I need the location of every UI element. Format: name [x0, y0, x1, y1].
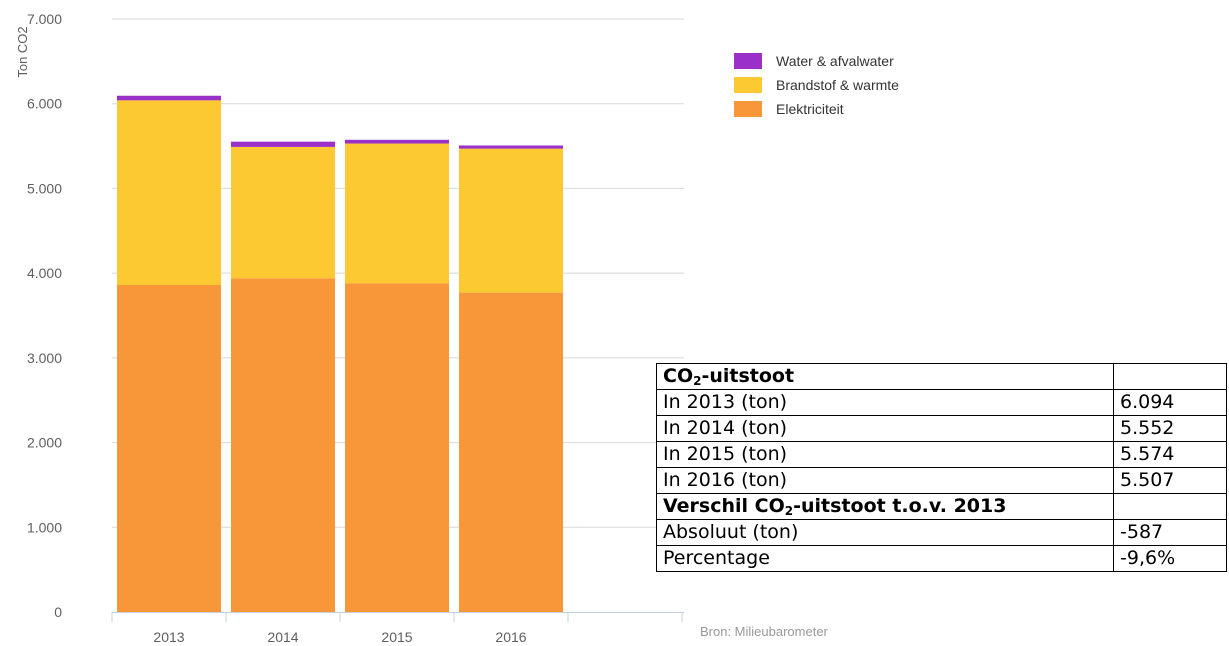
legend-label: Brandstof & warmte: [776, 77, 899, 93]
y-tick-label: 6.000: [27, 96, 62, 112]
co2-summary-table: CO2-uitstoot In 2013 (ton) 6.094 In 2014…: [656, 363, 1227, 572]
source-footnote: Bron: Milieubarometer: [700, 624, 829, 639]
legend-swatch: [734, 53, 762, 69]
bar-segment: [345, 139, 449, 144]
table-header-co2: CO2-uitstoot: [656, 363, 1114, 390]
y-tick-label: 7.000: [27, 11, 62, 27]
table-row: In 2014 (ton) 5.552: [656, 415, 1227, 442]
bar-segment: [231, 146, 335, 279]
legend-swatch: [734, 77, 762, 93]
table-row: In 2013 (ton) 6.094: [656, 389, 1227, 416]
bar-segment: [345, 143, 449, 284]
table-header-row: CO2-uitstoot: [656, 363, 1227, 390]
y-axis: 0 1.000 2.000 3.000 4.000 5.000 6.000 7.000: [27, 11, 62, 620]
bar-segment: [117, 285, 221, 612]
y-axis-title: Ton CO2: [15, 26, 30, 77]
y-tick-label: 1.000: [27, 519, 62, 535]
x-tick-label: 2014: [267, 629, 298, 645]
legend: Water & afvalwater Brandstof & warmte Elek…: [734, 53, 899, 117]
bar-segment: [231, 278, 335, 612]
table-row: Absoluut (ton) -587: [656, 519, 1227, 546]
y-tick-label: 0: [54, 604, 62, 620]
legend-label: Elektriciteit: [776, 101, 844, 117]
table-row: In 2015 (ton) 5.574: [656, 441, 1227, 468]
table-header-difference: Verschil CO2-uitstoot t.o.v. 2013: [656, 493, 1114, 520]
table-header-row: Verschil CO2-uitstoot t.o.v. 2013: [656, 493, 1227, 520]
bar-segment: [117, 100, 221, 286]
table-row: In 2016 (ton) 5.507: [656, 467, 1227, 494]
legend-label: Water & afvalwater: [776, 53, 894, 69]
x-tick-label: 2015: [381, 629, 412, 645]
bar-segment: [117, 95, 221, 101]
x-axis: 2013 2014 2015 2016: [111, 612, 684, 645]
bars: [117, 95, 563, 612]
y-tick-label: 3.000: [27, 350, 62, 366]
bar-segment: [345, 283, 449, 612]
bar-segment: [459, 292, 563, 612]
bar-segment: [231, 141, 335, 147]
bar-segment: [459, 145, 563, 149]
x-tick-label: 2016: [495, 629, 526, 645]
x-tick-label: 2013: [153, 629, 184, 645]
legend-swatch: [734, 101, 762, 117]
y-tick-label: 2.000: [27, 435, 62, 451]
bar-segment: [459, 148, 563, 293]
y-tick-label: 5.000: [27, 180, 62, 196]
table-row: Percentage -9,6%: [656, 545, 1227, 572]
y-tick-label: 4.000: [27, 265, 62, 281]
